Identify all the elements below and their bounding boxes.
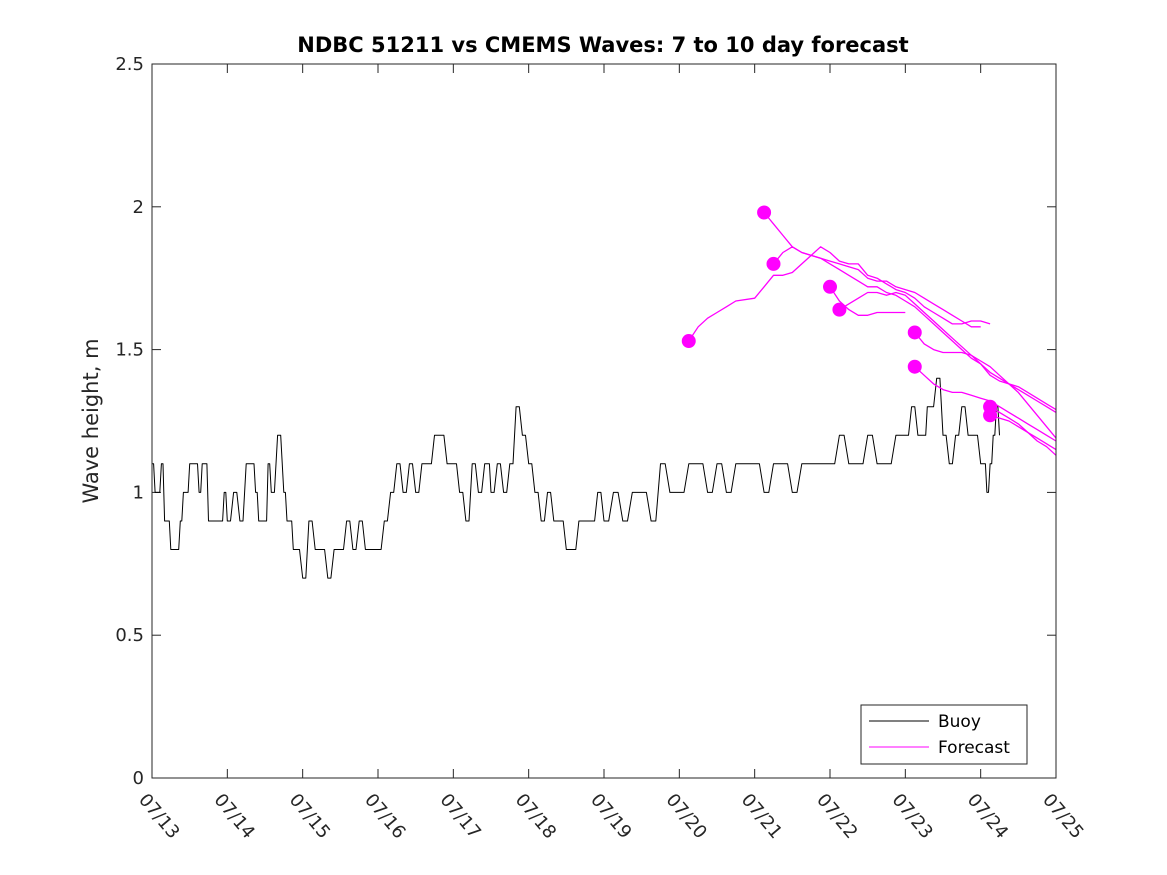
y-tick-label: 0.5 — [115, 625, 144, 646]
series-line-buoy — [152, 377, 1000, 579]
series-line-forecast — [772, 246, 981, 328]
y-tick-label: 1 — [133, 482, 144, 503]
series-layer — [152, 212, 1057, 579]
legend-box — [860, 704, 1028, 765]
series-line-forecast — [914, 366, 1057, 442]
forecast-start-marker — [832, 302, 847, 317]
chart-title: NDBC 51211 vs CMEMS Waves: 7 to 10 day f… — [297, 33, 908, 57]
plot-area — [152, 64, 1056, 778]
forecast-start-marker — [907, 359, 922, 374]
forecast-start-marker — [766, 256, 781, 271]
forecast-start-marker — [983, 408, 998, 423]
forecast-start-markers — [681, 205, 998, 423]
series-line-forecast — [914, 332, 1057, 439]
forecast-start-marker — [681, 334, 696, 349]
y-tick-label: 2.5 — [115, 54, 144, 75]
plot-frame — [151, 63, 1057, 779]
series-line-forecast — [688, 246, 991, 342]
forecast-start-marker — [823, 279, 837, 294]
y-tick-label: 2 — [133, 197, 144, 218]
legend: Buoy Forecast — [860, 704, 1028, 765]
y-tick-label: 1.5 — [115, 340, 144, 361]
series-line-forecast — [989, 414, 1057, 451]
y-axis: 0 0.5 1 1.5 2 2.5 — [115, 54, 1056, 789]
forecast-start-marker — [757, 205, 772, 220]
forecast-start-marker — [907, 325, 922, 340]
legend-label-buoy: Buoy — [938, 712, 981, 732]
series-line-forecast — [839, 291, 1057, 413]
y-axis-label: Wave height, m — [79, 338, 103, 503]
y-tick-label: 0 — [133, 768, 144, 789]
legend-label-forecast: Forecast — [938, 738, 1010, 758]
series-line-forecast — [989, 406, 1057, 456]
